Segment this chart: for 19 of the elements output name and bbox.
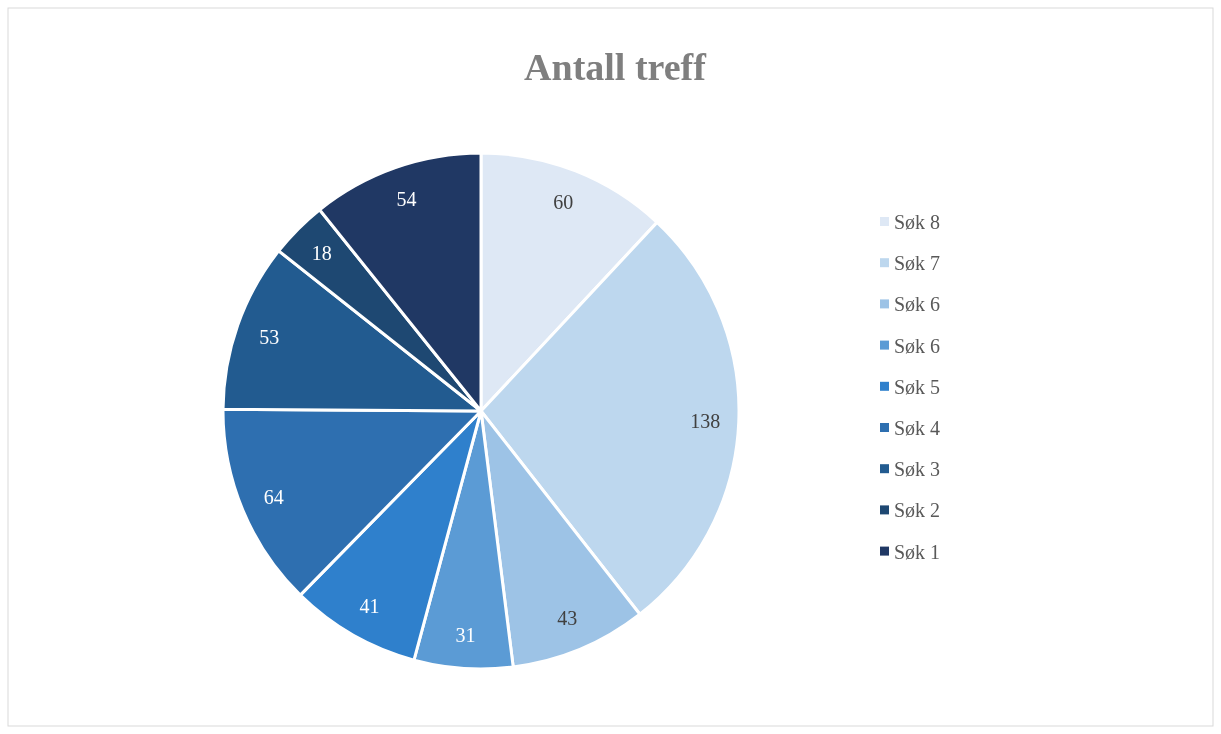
data-label: 53: [259, 325, 280, 348]
data-label: 43: [557, 607, 578, 630]
data-label: 31: [455, 623, 476, 646]
data-label: 18: [311, 241, 332, 264]
legend-label: Søk 5: [894, 375, 941, 398]
legend-label: Søk 2: [894, 499, 941, 522]
legend-label: Søk 7: [894, 252, 941, 275]
chart-title: Antall treff: [524, 46, 708, 88]
data-label: 138: [690, 409, 721, 432]
data-label: 60: [553, 191, 574, 214]
data-label: 64: [263, 486, 284, 509]
legend-label: Søk 6: [894, 293, 941, 316]
legend-label: Søk 8: [894, 211, 941, 233]
legend-label: Søk 1: [894, 540, 941, 563]
data-label: 54: [396, 188, 417, 211]
legend-label: Søk 6: [894, 334, 941, 357]
legend-label: Søk 4: [894, 417, 941, 439]
data-label: 41: [359, 594, 380, 617]
legend-label: Søk 3: [894, 458, 941, 481]
